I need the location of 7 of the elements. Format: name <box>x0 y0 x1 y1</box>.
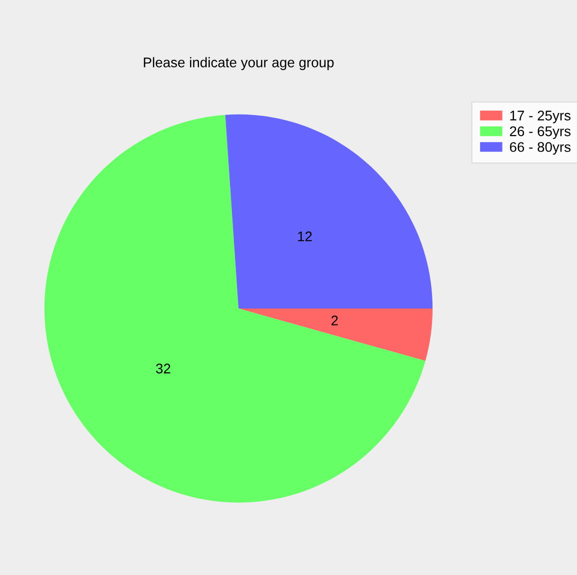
data-label: 2 <box>331 316 338 326</box>
legend-label: 17 - 25yrs <box>510 110 571 124</box>
legend-label: 26 - 65yrs <box>510 126 571 139</box>
legend-label: 66 - 80yrs <box>510 142 571 155</box>
data-label: 32 <box>156 364 170 374</box>
data-label: 12 <box>298 231 312 242</box>
chart-title: Please indicate your age group <box>144 57 334 70</box>
